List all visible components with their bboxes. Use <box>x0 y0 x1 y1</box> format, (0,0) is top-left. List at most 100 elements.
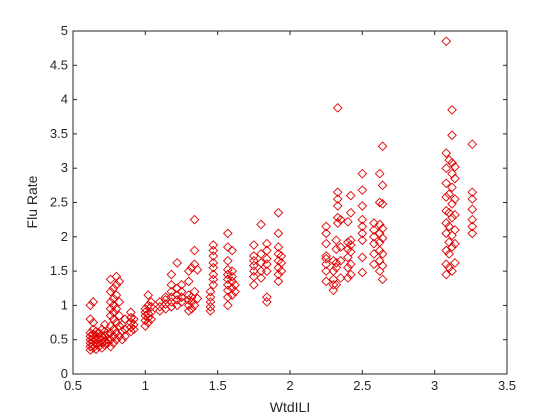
data-point <box>208 274 219 285</box>
data-point <box>345 190 356 201</box>
x-tick-label: 1 <box>142 378 149 393</box>
data-point <box>222 242 233 252</box>
data-point <box>111 303 122 314</box>
data-point <box>208 269 219 280</box>
data-point <box>256 273 266 283</box>
data-point <box>108 307 119 318</box>
data-point <box>335 255 346 266</box>
data-point <box>331 235 342 246</box>
data-point <box>369 238 379 249</box>
y-tick-label: 5 <box>61 23 68 38</box>
data-point <box>108 283 119 294</box>
data-point <box>374 237 385 248</box>
data-point <box>248 240 259 250</box>
x-tick-label: 0.5 <box>64 378 82 393</box>
x-tick-label: 2.5 <box>353 378 371 393</box>
data-point <box>450 238 460 249</box>
data-point <box>227 245 237 256</box>
data-point <box>450 258 460 268</box>
data-point <box>189 286 200 297</box>
data-point <box>205 292 216 303</box>
data-point <box>357 201 368 211</box>
data-point <box>205 297 216 307</box>
data-point <box>357 252 368 263</box>
data-point <box>94 341 104 352</box>
data-point <box>467 139 478 150</box>
data-point <box>345 240 356 250</box>
data-point <box>208 262 219 273</box>
data-point <box>91 344 101 355</box>
data-point <box>146 297 156 307</box>
data-point <box>189 300 200 311</box>
data-point <box>321 228 332 239</box>
data-point <box>222 300 233 311</box>
data-point <box>444 221 454 232</box>
data-point <box>262 238 272 249</box>
data-point <box>262 292 272 303</box>
y-tick-label: 1.5 <box>50 263 68 278</box>
data-point <box>331 262 342 273</box>
data-point <box>331 244 342 254</box>
data-point <box>146 307 156 318</box>
data-point <box>357 267 368 278</box>
data-point <box>273 269 284 280</box>
data-point <box>335 273 346 283</box>
data-point <box>377 180 388 191</box>
y-tick-label: 4.5 <box>50 57 68 72</box>
data-point <box>321 238 332 249</box>
data-point <box>450 210 460 220</box>
data-point <box>222 292 233 303</box>
x-tick-label: 1.5 <box>209 378 227 393</box>
data-point <box>276 266 287 276</box>
y-tick-label: 0 <box>61 366 68 381</box>
data-point <box>166 269 177 280</box>
data-point <box>321 266 332 276</box>
data-point <box>332 194 343 204</box>
data-point <box>377 233 388 244</box>
data-point <box>208 258 219 268</box>
data-point <box>205 301 216 312</box>
data-point <box>126 317 136 328</box>
data-point <box>248 255 259 266</box>
data-point <box>447 212 457 223</box>
data-point <box>114 297 125 307</box>
y-tick-label: 2 <box>61 229 68 244</box>
data-point <box>262 266 272 276</box>
data-point <box>99 319 110 330</box>
data-point <box>441 178 452 189</box>
data-point <box>88 324 99 335</box>
data-point <box>273 249 284 259</box>
data-point <box>262 259 272 270</box>
y-tick-label: 2.5 <box>50 195 68 210</box>
data-point <box>208 240 219 250</box>
data-point <box>467 204 478 215</box>
data-point <box>111 271 122 282</box>
data-point <box>183 290 194 300</box>
data-point <box>208 279 219 290</box>
y-tick-label: 3 <box>61 160 68 175</box>
data-point <box>441 205 452 216</box>
data-point <box>189 245 200 256</box>
y-axis-label: Flu Rate <box>24 175 40 228</box>
data-point <box>227 290 237 300</box>
y-tick-label: 4 <box>61 92 68 107</box>
data-point <box>444 237 454 248</box>
data-point <box>143 317 154 328</box>
data-point <box>369 231 379 242</box>
data-point <box>328 279 339 290</box>
data-point <box>114 310 125 321</box>
data-point <box>126 307 136 318</box>
data-point <box>262 297 272 307</box>
data-point <box>332 218 343 228</box>
data-point <box>332 187 343 198</box>
data-point <box>343 262 353 273</box>
data-point <box>377 249 388 259</box>
data-point <box>377 141 388 152</box>
data-point <box>186 303 197 314</box>
data-point <box>447 182 457 193</box>
data-point <box>205 306 216 316</box>
data-point <box>126 326 136 337</box>
data-point <box>97 343 107 353</box>
x-axis-label: WtdILI <box>270 399 310 415</box>
